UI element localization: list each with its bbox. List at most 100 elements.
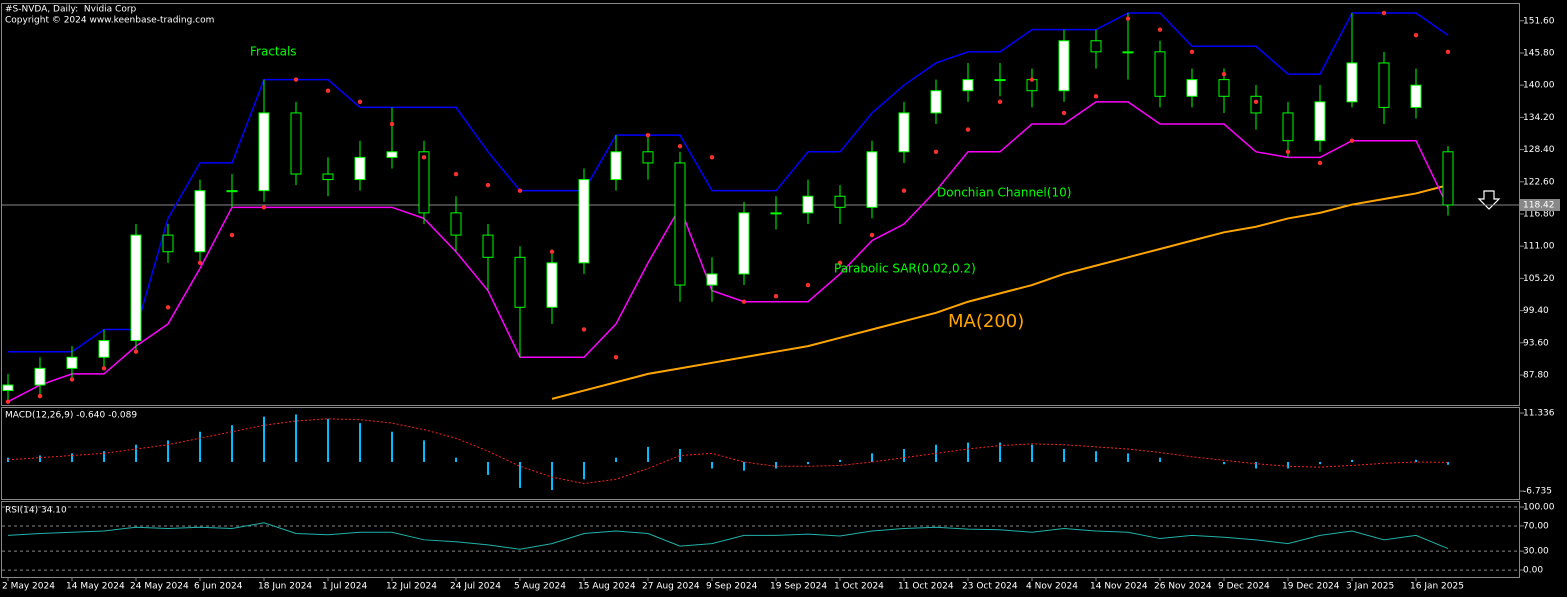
x-tick-label: 27 Aug 2024	[642, 582, 700, 592]
candle-body	[98, 340, 110, 358]
chart-title: #S-NVDA, Daily: Nvidia Corp	[5, 5, 137, 15]
sar-dot	[421, 155, 427, 160]
y-tick-label: 87.80	[1523, 371, 1549, 381]
x-tick-label: 24 Jul 2024	[450, 582, 501, 592]
macd-bar	[455, 457, 457, 462]
sar-dot	[581, 327, 587, 332]
macd-title: MACD(12,26,9) -0.640 -0.089	[5, 411, 137, 421]
y-tick-label: 11.336	[1523, 409, 1555, 419]
signal-line	[7, 418, 1449, 485]
macd-bar	[1031, 444, 1033, 462]
sar-dot	[965, 127, 971, 132]
annotation: Parabolic SAR(0.02,0.2)	[834, 262, 976, 276]
macd-bar	[423, 440, 425, 462]
rsi-title: RSI(14) 34.10	[5, 506, 67, 516]
sar-dot	[229, 232, 235, 238]
y-tick-label: 128.40	[1523, 145, 1555, 155]
sar-dot	[613, 355, 619, 360]
macd-bar	[135, 444, 137, 462]
x-tick-label: 15 Aug 2024	[578, 582, 636, 592]
sar-dot	[133, 349, 139, 354]
macd-bar	[1255, 461, 1257, 469]
sar-dot	[773, 293, 779, 299]
candle-body	[994, 79, 1006, 82]
candle-body	[2, 384, 14, 392]
macd-bar	[1319, 461, 1321, 465]
sar-dot	[677, 144, 683, 149]
annotation: Donchian Channel(10)	[937, 186, 1071, 200]
macd-bar	[999, 442, 1001, 462]
candle-body	[418, 151, 430, 214]
macd-bar	[327, 418, 329, 462]
sar-dot	[1349, 138, 1355, 143]
macd-bar	[839, 459, 841, 462]
candle-body	[66, 356, 78, 369]
macd-bar	[1415, 459, 1417, 462]
ma-line	[551, 184, 1449, 400]
macd-bar	[1447, 461, 1449, 465]
annotation: Fractals	[250, 45, 297, 59]
sar-dot	[549, 249, 555, 254]
candle-body	[34, 367, 46, 386]
candle-body	[834, 195, 846, 208]
x-tick-label: 4 Nov 2024	[1026, 582, 1078, 592]
sar-dot	[101, 366, 107, 371]
sar-dot	[1381, 10, 1387, 16]
macd-bar	[39, 455, 41, 462]
y-tick-label: 151.60	[1523, 16, 1555, 26]
x-tick-label: 18 Jun 2024	[258, 582, 312, 592]
y-tick-label: 134.20	[1523, 113, 1555, 123]
candle-body	[1090, 40, 1102, 53]
x-tick-label: 19 Sep 2024	[770, 582, 827, 592]
rsi-line	[7, 522, 1449, 550]
candle-body	[930, 90, 942, 114]
x-tick-label: 9 Dec 2024	[1218, 582, 1270, 592]
candle-body	[450, 212, 462, 236]
sar-dot	[485, 182, 491, 188]
candle-body	[1282, 112, 1294, 142]
sar-dot	[453, 171, 459, 177]
candle-body	[514, 256, 526, 308]
candle-body	[642, 151, 654, 164]
macd-bar	[615, 457, 617, 462]
y-tick-label: 70.00	[1523, 521, 1549, 531]
macd-bar	[1223, 461, 1225, 465]
macd-bar	[231, 425, 233, 462]
sar-dot	[261, 205, 267, 210]
x-tick-label: 14 Nov 2024	[1090, 582, 1148, 592]
sar-dot	[901, 188, 907, 193]
sar-dot	[997, 99, 1003, 105]
candle-body	[258, 112, 270, 192]
macd-pane	[1, 407, 1520, 500]
down-arrow-icon	[1477, 190, 1501, 210]
sar-dot	[1189, 49, 1195, 55]
x-tick-label: 14 May 2024	[66, 582, 125, 592]
sar-dot	[1029, 77, 1035, 82]
y-tick-label: 0.00	[1523, 566, 1543, 576]
x-tick-label: 1 Jul 2024	[322, 582, 367, 592]
y-tick-label: 99.40	[1523, 306, 1549, 316]
candle-body	[962, 79, 974, 92]
candle-body	[354, 156, 366, 181]
macd-bar	[391, 431, 393, 462]
x-tick-label: 16 Jan 2025	[1410, 582, 1464, 592]
macd-bar	[487, 461, 489, 475]
candle-body	[322, 173, 334, 181]
candle-body	[130, 234, 142, 342]
y-tick-label: 122.60	[1523, 177, 1555, 187]
candle-body	[1346, 62, 1358, 103]
macd-bar	[871, 453, 873, 462]
rsi-pane	[1, 501, 1520, 578]
sar-dot	[197, 260, 203, 266]
macd-bar	[71, 453, 73, 462]
sar-dot	[869, 232, 875, 238]
x-tick-label: 12 Jul 2024	[386, 582, 437, 592]
candle-body	[482, 234, 494, 258]
macd-bar	[263, 416, 265, 462]
y-tick-label: 100.00	[1523, 503, 1555, 513]
macd-bar	[167, 440, 169, 462]
candle-body	[1058, 40, 1070, 92]
sar-dot	[709, 155, 715, 160]
sar-dot	[837, 260, 843, 266]
x-tick-label: 3 Jan 2025	[1346, 582, 1394, 592]
